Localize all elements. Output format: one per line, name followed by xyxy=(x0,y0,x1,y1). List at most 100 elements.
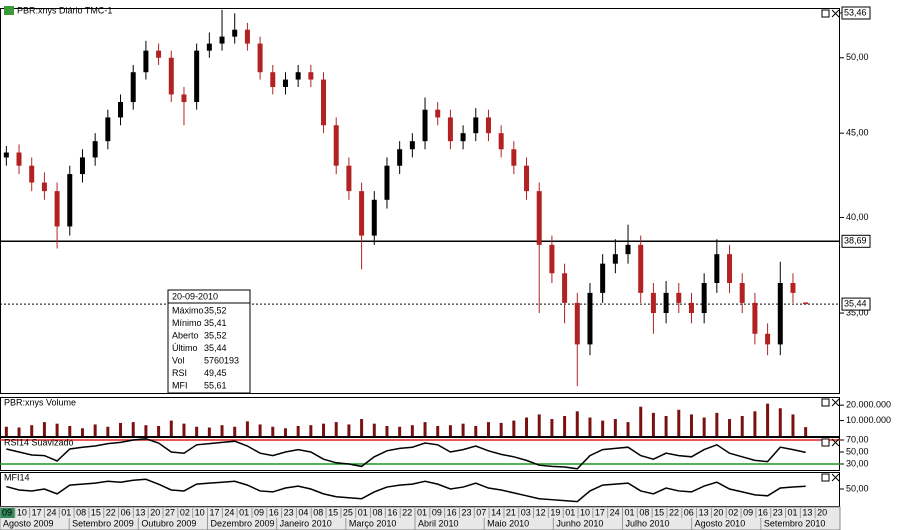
day-label: 15 xyxy=(654,507,664,517)
volume-bar xyxy=(334,422,338,436)
candle-body xyxy=(194,50,200,103)
app-icon xyxy=(4,6,14,15)
candle-body xyxy=(473,117,479,134)
day-label: 23 xyxy=(773,507,783,517)
day-label: 06 xyxy=(684,507,694,517)
day-label: 19 xyxy=(550,507,560,517)
volume-bar xyxy=(296,425,300,436)
candle-body xyxy=(79,157,85,175)
panel-frame xyxy=(0,437,840,471)
volume-bar xyxy=(689,414,693,436)
day-label: 24 xyxy=(224,507,234,517)
day-label: 23 xyxy=(284,507,294,517)
day-label: 01 xyxy=(788,507,798,517)
panel-button[interactable] xyxy=(821,9,830,18)
panel-button[interactable] xyxy=(821,398,830,407)
day-label: 09 xyxy=(2,507,12,517)
panel-close[interactable] xyxy=(831,438,840,447)
candle-body xyxy=(346,165,352,192)
day-label: 20 xyxy=(150,507,160,517)
month-label: Abril 2010 xyxy=(418,518,459,528)
candle-body xyxy=(638,244,644,293)
panel-close[interactable] xyxy=(831,473,840,482)
candle-body xyxy=(562,273,568,303)
candle-body xyxy=(511,149,517,166)
day-label: 04 xyxy=(298,507,308,517)
candle-body xyxy=(333,125,339,166)
month-label: Dezembro 2009 xyxy=(211,518,275,528)
info-value: 35,41 xyxy=(204,318,227,328)
candle-body xyxy=(409,141,415,150)
volume-bar xyxy=(271,426,275,436)
volume-bar xyxy=(436,425,440,436)
day-label: 10 xyxy=(195,507,205,517)
candle-body xyxy=(790,283,796,293)
day-label: 09 xyxy=(432,507,442,517)
candle-body xyxy=(371,199,377,236)
info-label: MFI xyxy=(172,380,188,390)
candle-body xyxy=(270,72,276,87)
day-label: 16 xyxy=(269,507,279,517)
volume-bar xyxy=(537,414,541,436)
panel-button[interactable] xyxy=(821,473,830,482)
candle-body xyxy=(67,174,73,227)
candle-body xyxy=(16,152,22,166)
day-label: 07 xyxy=(476,507,486,517)
volume-bar xyxy=(68,425,72,436)
candle-body xyxy=(156,50,162,58)
volume-bar xyxy=(195,426,199,436)
ref-label-box xyxy=(841,297,871,311)
month-label: Maio 2010 xyxy=(487,518,529,528)
panel-frame xyxy=(0,397,840,437)
volume-bar xyxy=(93,424,97,436)
candle-body xyxy=(232,29,238,37)
volume-bar xyxy=(309,425,313,436)
day-label: 16 xyxy=(758,507,768,517)
volume-bar xyxy=(715,412,719,436)
candle-body xyxy=(397,149,403,166)
volume-bar xyxy=(283,428,287,436)
panel-button[interactable] xyxy=(821,438,830,447)
day-label: 01 xyxy=(358,507,368,517)
day-label: 02 xyxy=(728,507,738,517)
volume-bar xyxy=(55,423,59,436)
info-value: 35,44 xyxy=(204,343,227,353)
volume-bar xyxy=(753,411,757,436)
info-value: 35,52 xyxy=(204,305,227,315)
candle-body xyxy=(574,302,580,345)
ref-label-box xyxy=(841,234,871,248)
volume-bar xyxy=(410,425,414,436)
day-label: 13 xyxy=(802,507,812,517)
volume-bar xyxy=(651,412,655,436)
info-label: Aberto xyxy=(172,330,199,340)
candle-body xyxy=(219,36,225,44)
day-label: 16 xyxy=(447,507,457,517)
info-label: Máximo xyxy=(172,305,204,315)
candle-body xyxy=(41,182,47,192)
candle-body xyxy=(600,263,606,293)
month-label: Agosto 2009 xyxy=(3,518,54,528)
panel-title: RSI14 Suavizado xyxy=(4,437,74,447)
indicator-line xyxy=(6,478,806,503)
day-label: 01 xyxy=(565,507,575,517)
y-tick-label: 70,00 xyxy=(846,434,869,444)
day-label: 08 xyxy=(373,507,383,517)
day-label: 20 xyxy=(713,507,723,517)
panel-close[interactable] xyxy=(831,9,840,18)
day-label: 01 xyxy=(417,507,427,517)
info-value: 49,45 xyxy=(204,368,227,378)
day-label: 15 xyxy=(91,507,101,517)
volume-bar xyxy=(550,419,554,436)
candle-body xyxy=(447,117,453,142)
day-label: 20 xyxy=(817,507,827,517)
info-value: 5760193 xyxy=(204,355,239,365)
y-tick-label: 50,00 xyxy=(846,446,869,456)
day-label: 17 xyxy=(210,507,220,517)
panel-close[interactable] xyxy=(831,398,840,407)
volume-bar xyxy=(474,425,478,436)
month-label: Janeiro 2010 xyxy=(280,518,332,528)
candle-body xyxy=(524,165,530,192)
candle-body xyxy=(422,109,428,142)
volume-bar xyxy=(131,422,135,436)
